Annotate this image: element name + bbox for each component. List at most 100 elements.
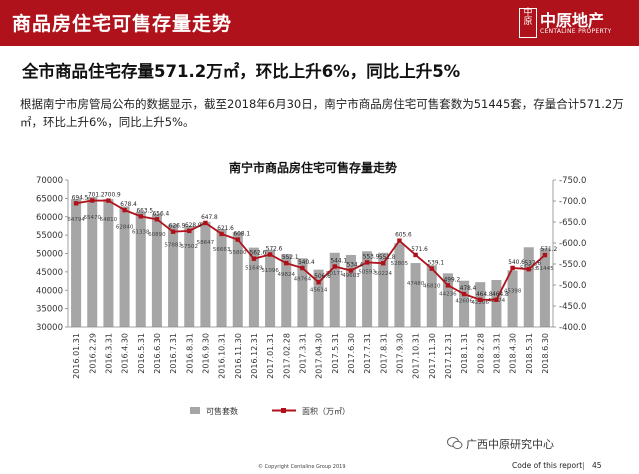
wechat-name: 广西中原研究中心 xyxy=(466,438,554,451)
bar-value-label: 64810 xyxy=(100,217,118,223)
bar-value-label: 56663 xyxy=(213,247,231,253)
bar-value-label: 57502 xyxy=(181,244,199,250)
legend: 可售套数 面积（万㎡） xyxy=(190,406,350,416)
line-value-label: 506.6 xyxy=(314,274,331,280)
bar xyxy=(200,221,211,327)
right-tick-label: -700.0 xyxy=(559,197,586,207)
x-tick-label: 2018.5.31 xyxy=(525,333,534,374)
line-marker xyxy=(478,297,483,302)
x-tick-label: 2017.5.31 xyxy=(331,333,340,374)
bar xyxy=(475,282,486,327)
report-code: Code of this report xyxy=(512,461,583,470)
line-value-label: 464.8 xyxy=(492,292,509,298)
line-marker xyxy=(445,283,451,288)
line-marker xyxy=(251,256,257,261)
line-value-label: 464.8 xyxy=(476,292,493,298)
line-marker xyxy=(429,266,434,271)
line-marker xyxy=(332,264,337,269)
line-marker xyxy=(284,260,289,266)
bar-value-label: 51649 xyxy=(245,266,263,272)
bar xyxy=(378,252,389,327)
line-marker xyxy=(461,291,467,297)
inventory-chart: 南宁市商品房住宅可售存量走势 30000 35000 40000 45000 50000… xyxy=(36,160,586,416)
left-tick-label: 35000 xyxy=(36,305,63,315)
line-marker xyxy=(397,238,402,243)
logo-name: 中原地产 xyxy=(540,11,605,30)
left-tick-label: 30000 xyxy=(36,323,63,333)
bar-value-label: 44236 xyxy=(439,291,457,297)
left-tick-label: 65000 xyxy=(36,194,63,204)
line-value-label: 544.1 xyxy=(330,258,347,264)
bar xyxy=(119,206,130,327)
x-tick-label: 2018.1.31 xyxy=(460,333,469,374)
left-tick-label: 50000 xyxy=(36,250,63,260)
bar-value-label: 51445 xyxy=(536,266,554,272)
x-tick-label: 2017.8.31 xyxy=(379,333,388,374)
line-value-label: 656.4 xyxy=(153,211,170,217)
page-title: 商品房住宅可售存量走势 xyxy=(12,13,233,35)
right-tick-label: -600.0 xyxy=(559,239,586,249)
line-marker xyxy=(235,237,240,242)
line-value-label: 572.6 xyxy=(266,247,283,253)
header-bar: 商品房住宅可售存量走势 中原 中原地产 CENTALINE PROPERTY xyxy=(0,0,639,46)
line-marker xyxy=(122,207,127,213)
bar xyxy=(507,270,518,327)
line-value-label: 678.4 xyxy=(120,202,137,208)
x-tick-label: 2018.4.30 xyxy=(509,333,518,374)
bar-value-label: 51096 xyxy=(261,268,279,274)
line-value-label: 540.6 xyxy=(508,260,525,266)
line-value-label: 478.4 xyxy=(460,286,477,292)
bar xyxy=(394,243,405,327)
line-value-label: 499.2 xyxy=(444,277,461,283)
bar xyxy=(539,248,550,327)
left-axis: 30000 35000 40000 45000 50000 55000 60000 65000… xyxy=(36,176,69,333)
x-tick-label: 2016.8.31 xyxy=(185,333,194,374)
line-value-label: 553.9 xyxy=(363,254,380,260)
line-marker xyxy=(90,198,95,203)
left-tick-label: 60000 xyxy=(36,213,63,223)
line-series xyxy=(73,198,548,302)
x-tick-label: 2017.9.30 xyxy=(395,333,404,374)
x-tick-label: 2016.7.31 xyxy=(169,333,178,374)
area-line xyxy=(75,199,546,301)
bar-value-label: 64794 xyxy=(67,217,85,223)
bar-value-label: 50224 xyxy=(375,271,393,277)
page-number: 45 xyxy=(592,461,602,470)
bar-value-label: 52805 xyxy=(391,261,409,267)
x-tick-label: 2016.10.31 xyxy=(218,333,227,379)
chart-title: 南宁市商品房住宅可售存量走势 xyxy=(229,160,397,175)
line-marker xyxy=(187,228,192,234)
line-marker xyxy=(494,297,499,302)
bar xyxy=(135,211,146,327)
bar-value-label: 47480 xyxy=(407,281,425,287)
line-value-label: 551.8 xyxy=(379,255,396,261)
x-tick-label: 2017.10.31 xyxy=(412,333,421,379)
line-value-label: 663.5 xyxy=(136,208,153,214)
line-value-label: 621.6 xyxy=(217,226,234,232)
bar-value-label: 50593 xyxy=(358,269,376,275)
line-value-label: 626.9 xyxy=(169,224,186,230)
bar xyxy=(184,225,195,327)
x-tick-label: 2017.02.28 xyxy=(282,333,291,379)
left-tick-label: 70000 xyxy=(36,176,63,186)
bar-value-label: 65470 xyxy=(84,215,102,221)
x-tick-label: 2016.11.30 xyxy=(234,333,243,379)
line-marker xyxy=(413,252,418,258)
line-value-label: 537.6 xyxy=(524,261,541,267)
bar xyxy=(345,254,356,327)
bar xyxy=(313,269,324,327)
line-value-label: 608.1 xyxy=(233,232,250,238)
right-tick-label: -550.0 xyxy=(559,260,586,270)
bar-value-label: 48764 xyxy=(294,276,312,282)
line-marker xyxy=(300,265,305,271)
line-marker xyxy=(73,201,79,206)
line-marker xyxy=(203,220,208,226)
x-tick-label: 2016.6.30 xyxy=(153,333,162,374)
x-tick-label: 2016.12.31 xyxy=(250,333,259,379)
line-marker xyxy=(364,260,370,265)
copyright: © Copyright Centaline Group 2019 xyxy=(258,464,346,470)
line-marker xyxy=(106,198,111,203)
left-tick-label: 55000 xyxy=(36,231,63,241)
logo-english: CENTALINE PROPERTY xyxy=(540,28,612,35)
line-value-label: 605.6 xyxy=(395,233,412,239)
